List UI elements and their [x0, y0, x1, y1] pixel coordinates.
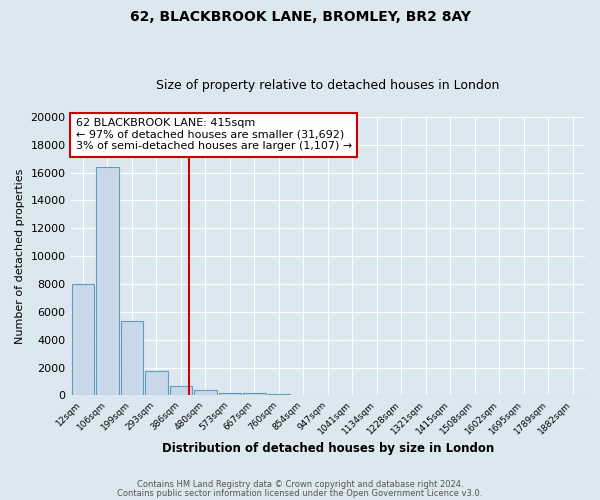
Bar — [145, 371, 167, 396]
Text: Contains HM Land Registry data © Crown copyright and database right 2024.: Contains HM Land Registry data © Crown c… — [137, 480, 463, 489]
Bar — [170, 386, 192, 396]
Y-axis label: Number of detached properties: Number of detached properties — [15, 168, 25, 344]
Bar — [268, 394, 290, 396]
Text: 62, BLACKBROOK LANE, BROMLEY, BR2 8AY: 62, BLACKBROOK LANE, BROMLEY, BR2 8AY — [130, 10, 470, 24]
Bar — [121, 321, 143, 396]
Text: Contains public sector information licensed under the Open Government Licence v3: Contains public sector information licen… — [118, 490, 482, 498]
Bar — [194, 390, 217, 396]
Bar — [71, 284, 94, 396]
Text: 62 BLACKBROOK LANE: 415sqm
← 97% of detached houses are smaller (31,692)
3% of s: 62 BLACKBROOK LANE: 415sqm ← 97% of deta… — [76, 118, 352, 152]
Bar — [243, 394, 266, 396]
Title: Size of property relative to detached houses in London: Size of property relative to detached ho… — [156, 79, 499, 92]
Bar — [218, 392, 241, 396]
X-axis label: Distribution of detached houses by size in London: Distribution of detached houses by size … — [161, 442, 494, 455]
Bar — [292, 394, 314, 396]
Bar — [96, 167, 119, 396]
